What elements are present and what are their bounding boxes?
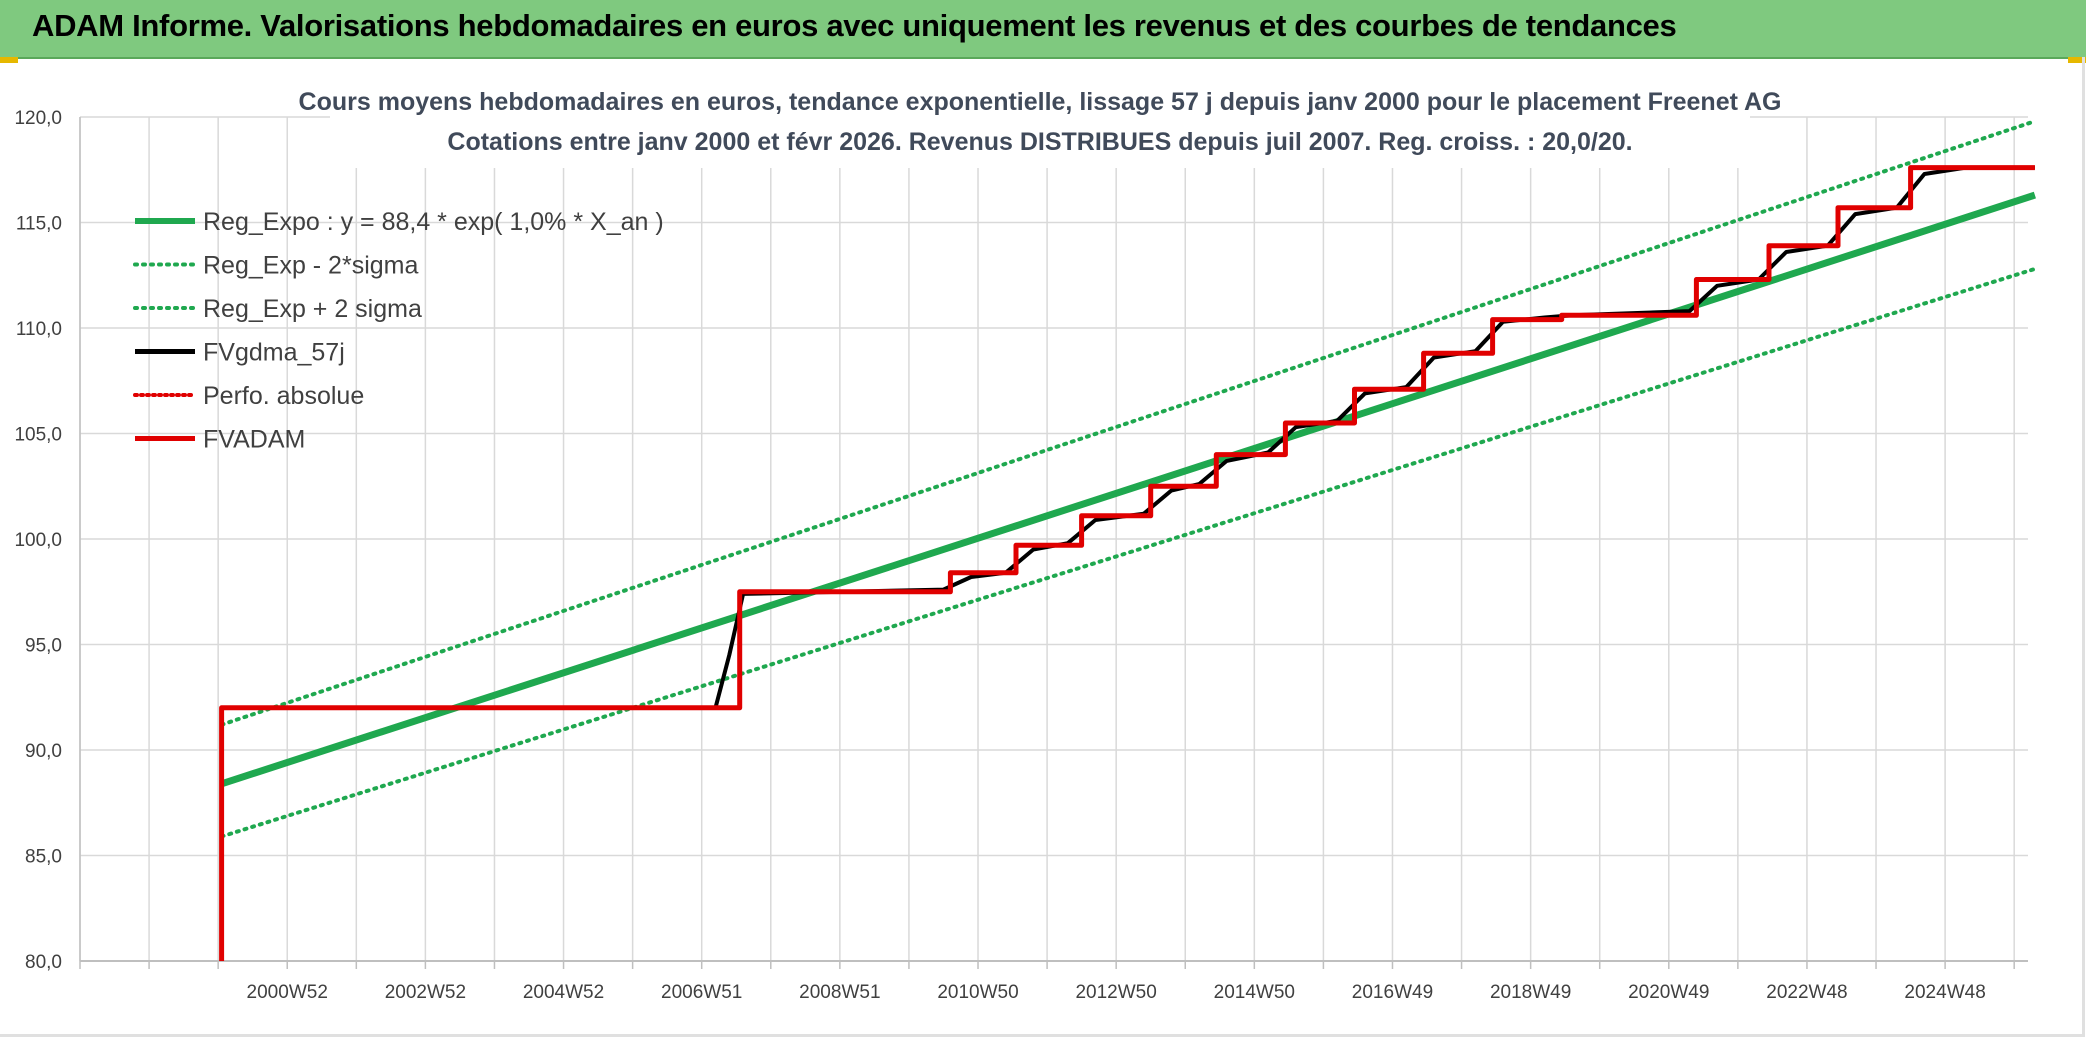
chart-frame — [0, 57, 2085, 1037]
x-tick-label: 2008W51 — [799, 982, 880, 1003]
y-tick-label: 90,0 — [25, 741, 62, 762]
y-tick-label: 120,0 — [14, 108, 62, 129]
title-background — [330, 78, 1750, 168]
x-tick-label: 2016W49 — [1352, 982, 1433, 1003]
legend-label: Reg_Exp - 2*sigma — [203, 252, 418, 280]
y-tick-label: 95,0 — [25, 636, 62, 657]
series-reg-expo — [220, 191, 2036, 788]
legend-label: FVgdma_57j — [203, 339, 345, 367]
chart-title-line-2: Cotations entre janv 2000 et févr 2026. … — [447, 128, 1632, 156]
x-tick-label: 2002W52 — [385, 982, 466, 1003]
series-reg-exp-plus-2sigma — [219, 119, 2037, 727]
x-tick-label: 2018W49 — [1490, 982, 1571, 1003]
y-tick-label: 85,0 — [25, 847, 62, 868]
chart-axes — [79, 117, 2028, 969]
x-tick-label: 2012W50 — [1075, 982, 1156, 1003]
chart-grid — [79, 116, 2028, 962]
chart-series — [219, 119, 2037, 961]
chart-title-block: Cours moyens hebdomadaires en euros, ten… — [299, 78, 1782, 168]
y-tick-label: 80,0 — [25, 952, 62, 973]
corner-accent-right — [2068, 57, 2086, 63]
x-tick-label: 2024W48 — [1904, 982, 1985, 1003]
x-tick-label: 2014W50 — [1214, 982, 1295, 1003]
corner-accent-left — [0, 57, 18, 63]
y-tick-label: 105,0 — [14, 425, 62, 446]
report-banner: ADAM Informe. Valorisations hebdomadaire… — [0, 0, 2086, 59]
x-tick-label: 2022W48 — [1766, 982, 1847, 1003]
y-tick-label: 115,0 — [16, 214, 62, 235]
y-tick-label: 100,0 — [14, 530, 62, 551]
chart-legend: Reg_Expo : y = 88,4 * exp( 1,0% * X_an )… — [133, 208, 664, 454]
legend-label: Perfo. absolue — [203, 382, 364, 410]
x-tick-label: 2010W50 — [937, 982, 1018, 1003]
x-tick-label: 2004W52 — [523, 982, 604, 1003]
chart-title-line-1: Cours moyens hebdomadaires en euros, ten… — [299, 88, 1782, 116]
legend-label: Reg_Exp + 2 sigma — [203, 295, 422, 323]
series-fvadam — [219, 165, 2035, 961]
legend-label: FVADAM — [203, 426, 305, 454]
x-tick-label: 2006W51 — [661, 982, 742, 1003]
banner-title: ADAM Informe. Valorisations hebdomadaire… — [32, 8, 1677, 43]
series-fvgdma-57j — [221, 165, 2035, 710]
chart-ticks: 80,0 85,0 90,0 95,0 100,0 105,0 110,0 115,0 120,… — [14, 108, 1985, 1003]
x-tick-label: 2020W49 — [1628, 982, 1709, 1003]
legend-label: Reg_Expo : y = 88,4 * exp( 1,0% * X_an ) — [203, 208, 664, 236]
x-tick-label: 2000W52 — [247, 982, 328, 1003]
series-reg-exp-minus-2sigma — [219, 266, 2037, 839]
y-tick-label: 110,0 — [16, 319, 62, 340]
